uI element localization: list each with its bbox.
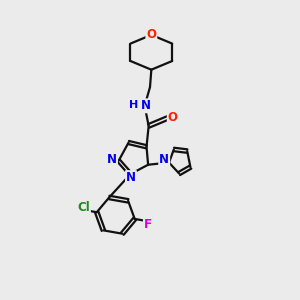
Text: N: N <box>159 153 169 166</box>
Text: N: N <box>107 153 117 166</box>
Text: Cl: Cl <box>77 200 90 214</box>
Text: N: N <box>126 171 136 184</box>
Text: O: O <box>168 111 178 124</box>
Text: O: O <box>146 28 156 41</box>
Text: H: H <box>129 100 138 110</box>
Text: N: N <box>141 99 151 112</box>
Text: F: F <box>144 218 152 232</box>
